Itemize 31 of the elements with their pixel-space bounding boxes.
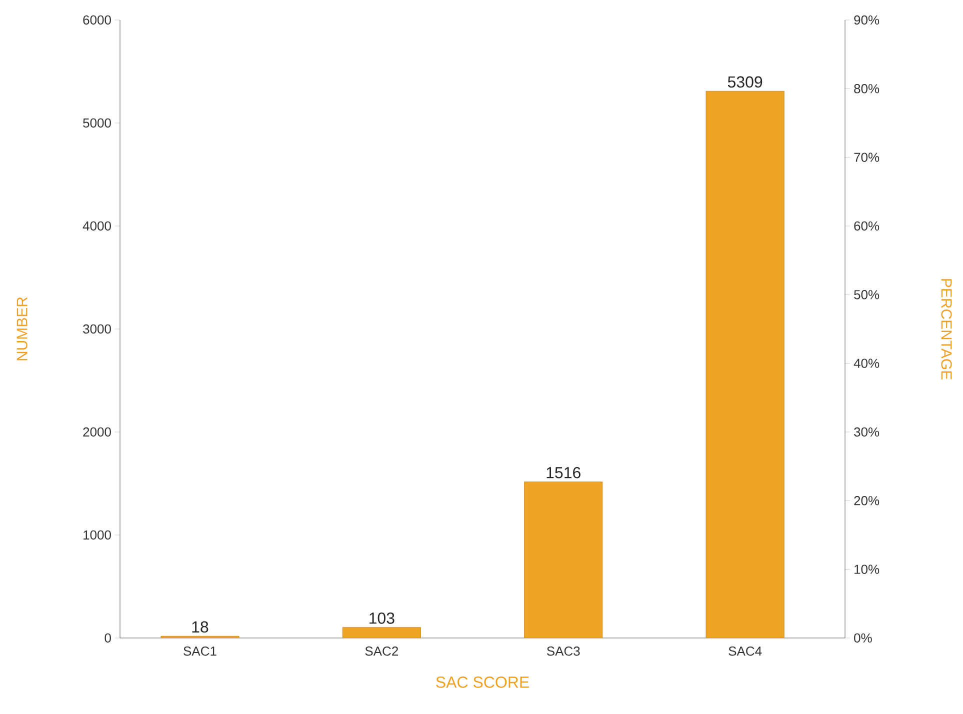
bar [524, 482, 603, 638]
y2-tick-label: 60% [854, 221, 880, 231]
y2-tick-label: 20% [854, 496, 880, 506]
y2-tick-label: 10% [854, 564, 880, 574]
data-label: 1516 [546, 466, 580, 478]
bar [342, 627, 421, 638]
x-tick-label: SAC1 [184, 646, 216, 656]
x-tick-label: SAC2 [365, 646, 398, 656]
y-tick-label: 3000 [83, 324, 111, 334]
y2-tick-label: 70% [854, 152, 880, 162]
y2-tick-label: 50% [854, 290, 880, 300]
data-label: 103 [370, 612, 394, 624]
data-label: 5309 [728, 76, 762, 88]
y-tick-label: 2000 [83, 427, 111, 437]
x-axis-title: SAC SCORE [436, 676, 529, 688]
y2-tick-label: 30% [854, 427, 880, 437]
x-tick-label: SAC3 [546, 646, 580, 656]
y2-tick-label: 0% [854, 633, 872, 643]
y-axis-title: NUMBER [16, 297, 28, 360]
y-tick-label: 5000 [83, 118, 111, 128]
y-tick-label: 1000 [84, 530, 111, 540]
y2-axis-title: PERCENTAGE [941, 279, 952, 380]
y-tick-label: 4000 [82, 221, 111, 231]
y2-tick-label: 40% [854, 358, 880, 368]
x-tick-label: SAC4 [728, 646, 762, 656]
bar [706, 90, 784, 638]
y-tick-label: 6000 [83, 15, 111, 25]
y2-tick-label: 90% [854, 15, 880, 25]
y-tick-label: 0 [104, 633, 111, 643]
data-label: 18 [192, 621, 208, 633]
y2-tick-label: 80% [854, 84, 880, 94]
